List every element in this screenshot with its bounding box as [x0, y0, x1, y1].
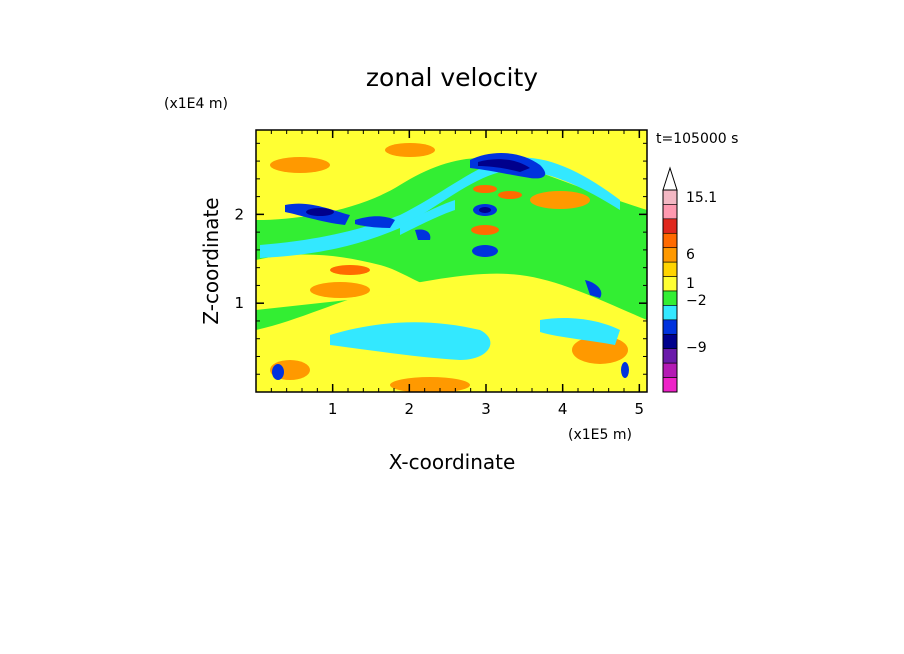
colorbar-label: 6 [686, 247, 695, 263]
colorbar: 15.1 6 1−2 −9 [662, 166, 717, 393]
colorbar-swatch [662, 362, 678, 378]
colorbar-label: −9 [686, 340, 707, 356]
colorbar-swatch [662, 319, 678, 335]
x-axis: 1 2 3 4 5 [270, 130, 645, 418]
colorbar-swatch [662, 189, 678, 205]
colorbar-label: 15.1 [686, 190, 717, 206]
time-label: t=105000 s [656, 131, 738, 147]
x-axis-title: X-coordinate [389, 450, 516, 474]
y-unit-label: (x1E4 m) [164, 96, 228, 112]
colorbar-label: −2 [686, 293, 707, 309]
y-tick-label: 2 [234, 205, 244, 223]
colorbar-swatch [662, 276, 678, 292]
plot-frame [255, 129, 648, 393]
colorbar-swatch [662, 305, 678, 321]
y-axis-title: Z-coordinate [199, 197, 223, 324]
x-tick-label: 4 [558, 400, 568, 418]
colorbar-swatch [662, 377, 678, 393]
colorbar-swatch [662, 333, 678, 350]
colorbar-swatch [662, 290, 678, 306]
x-tick-label: 2 [405, 400, 415, 418]
colorbar-swatch [662, 218, 678, 234]
x-tick-label: 3 [481, 400, 491, 418]
colorbar-swatch [662, 232, 678, 249]
x-unit-label: (x1E5 m) [568, 427, 632, 443]
colorbar-swatch [662, 348, 678, 364]
contour-field [256, 130, 647, 392]
x-tick-label: 5 [635, 400, 645, 418]
colorbar-frame [662, 189, 678, 393]
colorbar-swatch [662, 204, 678, 220]
x-tick-label: 1 [328, 400, 338, 418]
y-tick-label: 1 [234, 294, 244, 312]
colorbar-swatch [662, 261, 678, 277]
y-axis: 12 [234, 142, 647, 375]
colorbar-label: 1 [686, 276, 695, 292]
colorbar-swatch [662, 247, 678, 263]
colorbar-extend-arrow [662, 166, 678, 191]
chart-title: zonal velocity [366, 63, 538, 92]
